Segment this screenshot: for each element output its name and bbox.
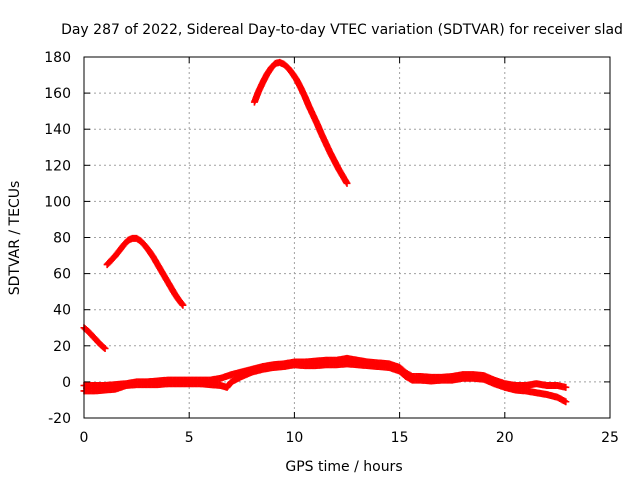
series-lower-band-lower [80, 360, 570, 406]
grid [84, 57, 610, 418]
y-axis-label: SDTVAR / TECUs [7, 181, 23, 296]
series-arc-3 [250, 58, 351, 187]
data-point-marker [562, 383, 570, 391]
y-tick-label: 140 [44, 122, 71, 138]
y-tick-label: 180 [44, 50, 71, 66]
y-tick-label: 60 [53, 267, 71, 283]
y-tick-label: 40 [53, 303, 71, 319]
y-tick-label: 20 [53, 339, 71, 355]
data-point-marker [101, 345, 109, 353]
y-tick-label: 0 [62, 375, 71, 391]
chart-title: Day 287 of 2022, Sidereal Day-to-day VTE… [61, 22, 623, 38]
x-tick-label: 25 [601, 430, 619, 446]
series-arc-2 [103, 234, 187, 309]
data-point-marker [179, 301, 187, 309]
data-point-marker [100, 344, 108, 352]
data-point-marker [178, 300, 186, 308]
data-points [80, 58, 570, 406]
axis-ticks: 0 5 10 15 20 25 -20 0 20 40 60 80 100 120 140 160 180 [44, 50, 619, 446]
x-tick-label: 10 [285, 430, 303, 446]
y-tick-label: -20 [48, 411, 71, 427]
data-point-marker [343, 179, 351, 187]
series-arc-1 [80, 324, 109, 353]
y-tick-label: 120 [44, 158, 71, 174]
x-axis-label: GPS time / hours [285, 459, 402, 475]
x-tick-label: 0 [80, 430, 89, 446]
y-tick-label: 160 [44, 86, 71, 102]
y-tick-label: 80 [53, 231, 71, 247]
x-tick-label: 5 [185, 430, 194, 446]
x-tick-label: 15 [391, 430, 409, 446]
x-tick-label: 20 [496, 430, 514, 446]
y-tick-label: 100 [44, 194, 71, 210]
data-point-marker [562, 398, 570, 406]
